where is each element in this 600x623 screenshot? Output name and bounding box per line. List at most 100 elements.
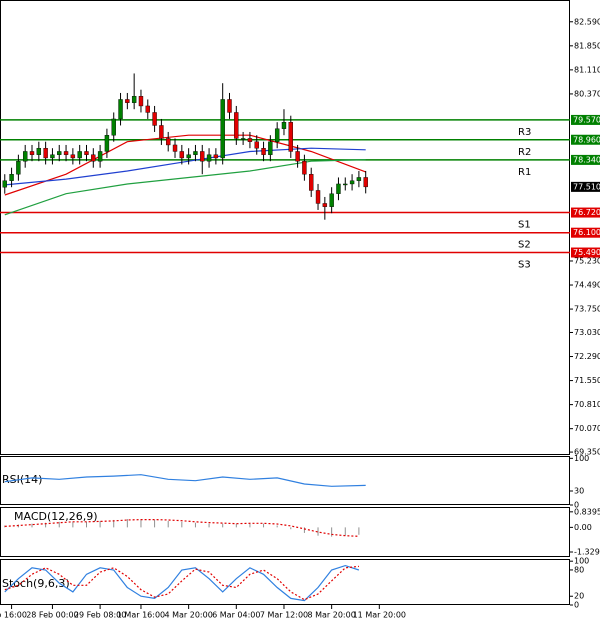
candle-body — [84, 151, 89, 155]
candle-body — [295, 151, 300, 162]
level-tag — [571, 154, 600, 165]
candle-body — [22, 151, 28, 162]
candle-body — [343, 183, 348, 186]
candle-body — [77, 151, 82, 159]
y-tick-label: 81.110 — [574, 65, 600, 74]
indicator-line — [4, 474, 366, 487]
candle-body — [111, 118, 116, 136]
panel — [0, 507, 570, 557]
candle-body — [16, 160, 21, 175]
y-tick-label: 100 — [574, 454, 589, 463]
candle-body — [186, 154, 191, 159]
candle-body — [363, 177, 368, 188]
y-tick-label: 74.490 — [574, 281, 600, 290]
candle-body — [36, 147, 42, 155]
level-name: S1 — [518, 220, 531, 231]
level-tag — [571, 247, 600, 258]
candle-body — [281, 121, 287, 129]
y-tick-label: 80.370 — [574, 89, 600, 98]
indicator-line — [4, 564, 360, 602]
indicator-line — [4, 134, 366, 196]
candle-body — [261, 147, 266, 155]
candle-body — [97, 151, 103, 162]
x-tick-label: 1 Mar 16:00 — [117, 611, 165, 620]
y-tick-label: 73.750 — [574, 305, 600, 314]
level-tag-label: 78.960 — [573, 135, 600, 144]
candle-body — [145, 105, 150, 113]
last-price-label: 77.510 — [573, 182, 600, 191]
level-tag — [571, 227, 600, 238]
x-tick-label: b 16:00 — [0, 611, 27, 620]
y-tick-label: 70.070 — [574, 424, 600, 433]
candle-body — [206, 154, 212, 162]
y-tick-label: 0 — [574, 501, 579, 510]
x-tick-label: 6 Mar 04:00 — [212, 611, 260, 620]
candle-body — [200, 151, 205, 162]
candle-body — [159, 125, 164, 139]
level-tag — [571, 134, 600, 145]
y-tick-label: 70.810 — [574, 400, 600, 409]
candle-body — [152, 112, 157, 126]
panel-title: MACD(12,26,9) — [14, 510, 98, 523]
y-tick-label: 0.8395 — [574, 507, 600, 516]
y-tick-label: 69.350 — [574, 448, 600, 457]
candle-body — [166, 138, 171, 146]
level-tag — [571, 114, 600, 125]
candle-body — [220, 99, 225, 159]
candle-body — [315, 190, 321, 204]
candle-body — [172, 144, 178, 152]
y-tick-label: 81.850 — [574, 41, 600, 50]
candle-body — [336, 183, 341, 194]
level-tag-label: 79.570 — [573, 115, 600, 124]
panel — [0, 559, 570, 605]
x-tick-label: 4 Mar 20:00 — [164, 611, 212, 620]
panel — [0, 456, 570, 505]
candle-body — [288, 121, 293, 152]
level-name: S2 — [518, 240, 531, 251]
level-tag-label: 75.490 — [573, 248, 600, 257]
candle-body — [9, 173, 14, 181]
y-tick-label: 82.590 — [574, 17, 600, 26]
y-tick-label: 80 — [574, 565, 584, 574]
candle-body — [125, 99, 130, 103]
y-tick-label: 73.030 — [574, 328, 600, 337]
candle-body — [274, 128, 280, 142]
last-price-tag — [571, 181, 600, 192]
x-tick-label: 7 Mar 12:00 — [260, 611, 308, 620]
x-tick-label: 28 Feb 00:00 — [26, 611, 78, 620]
candle-body — [329, 193, 334, 207]
level-tag-label: 78.340 — [573, 155, 600, 164]
level-tag-label: 76.720 — [573, 208, 600, 217]
candle-body — [309, 173, 314, 191]
candle-body — [247, 138, 253, 142]
y-tick-label: 30 — [574, 487, 584, 496]
y-tick-label: 72.290 — [574, 352, 600, 361]
candle-body — [240, 138, 246, 140]
level-name: R1 — [518, 167, 531, 178]
candle-body — [227, 99, 232, 113]
y-tick-label: 0.00 — [574, 523, 592, 532]
y-tick-label: 71.550 — [574, 376, 600, 385]
y-tick-label: 75.230 — [574, 256, 600, 265]
candle-body — [356, 177, 362, 181]
x-tick-label: 29 Feb 08:00 — [74, 611, 126, 620]
candle-body — [179, 151, 185, 159]
level-tag-label: 76.100 — [573, 228, 600, 237]
indicator-line — [4, 519, 359, 537]
candle-body — [193, 151, 198, 155]
candle-body — [322, 203, 328, 207]
candle-body — [234, 112, 239, 139]
candle-body — [57, 151, 62, 155]
candle-body — [29, 151, 35, 155]
level-name: R3 — [518, 127, 531, 138]
candle-body — [43, 147, 48, 159]
candle-body — [302, 160, 307, 175]
y-tick-label: 0 — [574, 601, 579, 610]
candle-body — [91, 154, 96, 162]
panel — [0, 0, 570, 455]
candle-body — [268, 141, 273, 155]
level-tag — [571, 207, 600, 218]
candle-body — [213, 154, 219, 159]
y-tick-label: 20 — [574, 592, 584, 601]
candle-body — [138, 95, 144, 107]
